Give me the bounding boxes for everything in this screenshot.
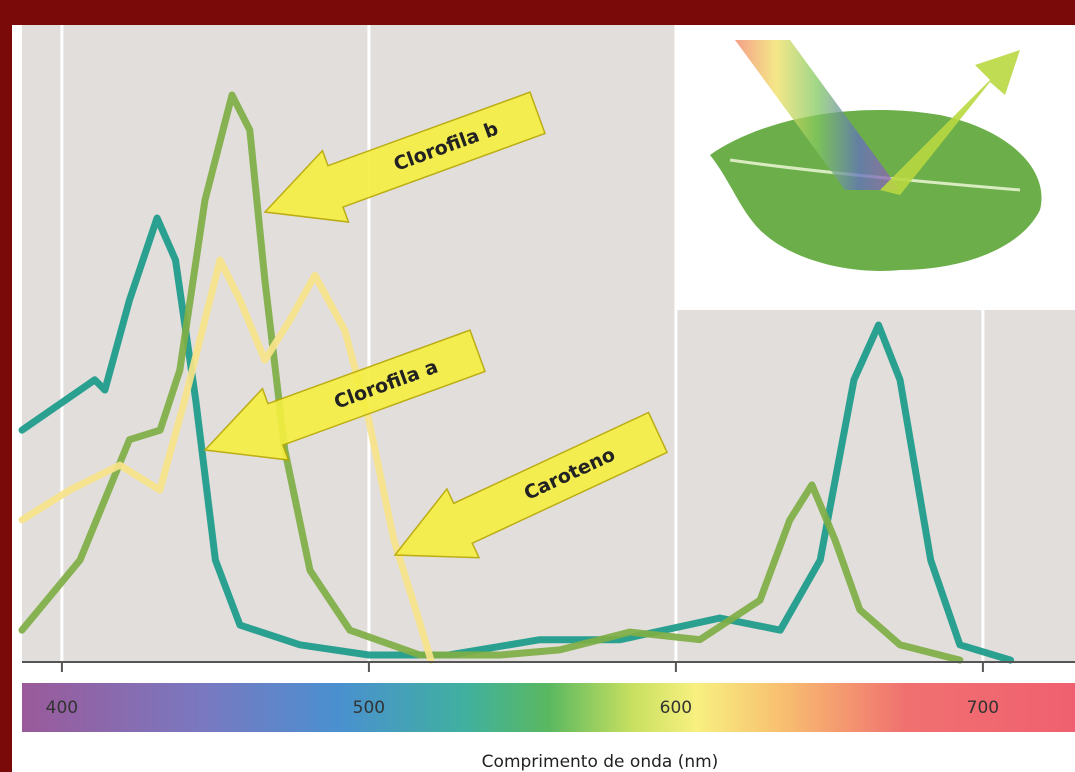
x-tick-label: 400: [46, 698, 78, 718]
left-border: [0, 0, 12, 772]
top-border: [0, 0, 1075, 25]
x-tick-label: 600: [660, 698, 692, 718]
spectrum-bar: [22, 683, 1075, 732]
x-tick-label: 700: [967, 698, 999, 718]
chart: Clorofila bClorofila aCaroteno Comprimen…: [0, 0, 1075, 772]
leaf-illustration: [676, 25, 1075, 310]
x-tick-label: 500: [353, 698, 385, 718]
x-axis-label: Comprimento de onda (nm): [482, 752, 719, 772]
